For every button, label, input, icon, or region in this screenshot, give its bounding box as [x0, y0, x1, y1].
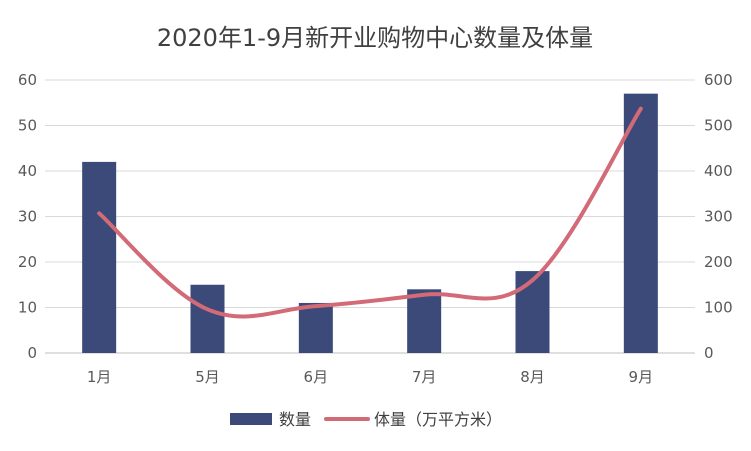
x-tick-label: 1月 — [87, 368, 112, 386]
right-axis: 0 100 200 300 400 500 600 — [704, 71, 733, 362]
chart-title: 2020年1-9月新开业购物中心数量及体量 — [157, 24, 593, 52]
y-left-tick-label: 0 — [27, 344, 37, 362]
bar — [407, 289, 442, 353]
y-right-tick-label: 300 — [704, 208, 733, 226]
y-left-tick-label: 60 — [18, 71, 37, 89]
y-right-tick-label: 600 — [704, 71, 733, 89]
y-left-tick-label: 40 — [18, 162, 37, 180]
legend-bar-swatch — [230, 413, 272, 425]
bar-series — [82, 93, 658, 354]
y-right-tick-label: 500 — [704, 117, 733, 135]
bar — [82, 161, 117, 353]
left-axis: 0 10 20 30 40 50 60 — [18, 71, 37, 362]
legend-line-label: 体量（万平方米） — [374, 410, 502, 429]
x-tick-label: 8月 — [520, 368, 545, 386]
y-right-tick-label: 0 — [704, 344, 714, 362]
legend-bar-label: 数量 — [279, 410, 311, 429]
legend: 数量 体量（万平方米） — [230, 410, 502, 429]
x-tick-label: 7月 — [412, 368, 437, 386]
bar — [623, 93, 658, 354]
x-tick-label: 9月 — [629, 368, 654, 386]
bar — [515, 271, 550, 353]
series-line — [97, 106, 643, 319]
x-axis: 1月 5月 6月 7月 8月 9月 — [87, 368, 653, 386]
y-right-tick-label: 100 — [704, 299, 733, 317]
y-left-tick-label: 50 — [18, 117, 37, 135]
y-right-tick-label: 200 — [704, 253, 733, 271]
gridlines — [45, 79, 695, 354]
y-left-tick-label: 30 — [18, 208, 37, 226]
y-left-tick-label: 20 — [18, 253, 37, 271]
x-tick-label: 5月 — [195, 368, 220, 386]
y-left-tick-label: 10 — [18, 299, 37, 317]
x-tick-label: 6月 — [304, 368, 329, 386]
bar — [190, 284, 225, 353]
y-right-tick-label: 400 — [704, 162, 733, 180]
bar — [298, 302, 333, 353]
line-series — [97, 106, 643, 319]
